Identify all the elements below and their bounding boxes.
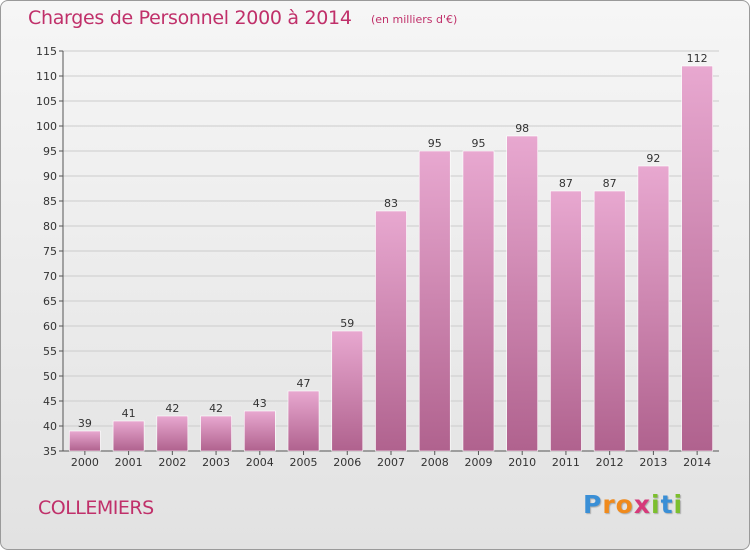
y-tick-label: 105 bbox=[36, 95, 57, 108]
bar bbox=[156, 415, 189, 452]
chart-title: Charges de Personnel 2000 à 2014 bbox=[28, 7, 352, 29]
y-tick-label: 85 bbox=[43, 195, 57, 208]
y-tick-label: 45 bbox=[43, 395, 57, 408]
y-tick-label: 100 bbox=[36, 120, 57, 133]
bars bbox=[69, 65, 713, 452]
x-tick-label: 2002 bbox=[158, 456, 186, 469]
x-tick-label: 2014 bbox=[683, 456, 711, 469]
x-tick-label: 2010 bbox=[508, 456, 536, 469]
logo-letter: t bbox=[660, 490, 674, 519]
y-tick-label: 110 bbox=[36, 70, 57, 83]
chart-subtitle: (en milliers d'€) bbox=[371, 13, 458, 26]
data-label: 87 bbox=[559, 177, 573, 190]
bar bbox=[506, 135, 539, 452]
x-tick-label: 2006 bbox=[333, 456, 361, 469]
bar bbox=[69, 430, 101, 452]
data-label: 95 bbox=[428, 137, 442, 150]
data-label: 112 bbox=[687, 52, 708, 65]
bar bbox=[200, 415, 232, 452]
bar bbox=[462, 150, 495, 452]
data-label: 87 bbox=[603, 177, 617, 190]
y-tick-label: 55 bbox=[43, 345, 57, 358]
x-tick-label: 2013 bbox=[639, 456, 667, 469]
data-label: 47 bbox=[297, 377, 311, 390]
x-tick-label: 2012 bbox=[596, 456, 624, 469]
logo-letter: i bbox=[673, 490, 684, 519]
y-tick-label: 80 bbox=[43, 220, 57, 233]
data-label: 95 bbox=[471, 137, 485, 150]
data-label: 83 bbox=[384, 197, 398, 210]
x-tick-label: 2008 bbox=[421, 456, 449, 469]
logo-letter: r bbox=[602, 490, 616, 519]
x-tick-label: 2007 bbox=[377, 456, 405, 469]
data-label: 39 bbox=[78, 417, 92, 430]
x-tick-label: 2011 bbox=[552, 456, 580, 469]
bar bbox=[375, 210, 407, 452]
logo-letter: o bbox=[615, 490, 634, 519]
bar bbox=[418, 150, 451, 452]
data-label: 98 bbox=[515, 122, 529, 135]
y-tick-label: 90 bbox=[43, 170, 57, 183]
logo-letter: P bbox=[583, 490, 603, 519]
y-tick-label: 50 bbox=[43, 370, 57, 383]
y-tick-label: 75 bbox=[43, 245, 57, 258]
bar bbox=[593, 190, 626, 452]
data-label: 59 bbox=[340, 317, 354, 330]
x-axis-ticks: 2000 2001 2002 2003 2004 2005 2006 2007 2008 2009… bbox=[71, 451, 711, 469]
x-tick-label: 2000 bbox=[71, 456, 99, 469]
y-tick-label: 40 bbox=[43, 420, 57, 433]
x-tick-label: 2001 bbox=[115, 456, 143, 469]
data-labels: 39 41 42 42 43 47 59 83 95 95 98 87 87 92 112 bbox=[78, 52, 708, 430]
y-tick-label: 60 bbox=[43, 320, 57, 333]
data-label: 42 bbox=[165, 402, 179, 415]
y-axis-ticks: 35 40 45 50 55 60 65 70 75 80 85 90 95 100 105 110 115 bbox=[36, 45, 63, 458]
bar bbox=[331, 330, 364, 452]
y-tick-label: 35 bbox=[43, 445, 57, 458]
proxiti-logo: Proxiti bbox=[583, 490, 683, 519]
y-tick-label: 65 bbox=[43, 295, 57, 308]
logo-letter: x bbox=[633, 490, 651, 519]
bar bbox=[681, 65, 713, 452]
bar bbox=[637, 165, 670, 452]
bar bbox=[112, 420, 145, 452]
y-tick-label: 115 bbox=[36, 45, 57, 58]
logo-letter: i bbox=[651, 490, 661, 519]
x-tick-label: 2003 bbox=[202, 456, 230, 469]
y-tick-label: 95 bbox=[43, 145, 57, 158]
data-label: 92 bbox=[646, 152, 660, 165]
x-tick-label: 2004 bbox=[246, 456, 274, 469]
town-name: COLLEMIERS bbox=[38, 497, 154, 519]
data-label: 42 bbox=[209, 402, 223, 415]
x-tick-label: 2009 bbox=[464, 456, 492, 469]
y-tick-label: 70 bbox=[43, 270, 57, 283]
bar bbox=[244, 410, 276, 452]
x-tick-label: 2005 bbox=[290, 456, 318, 469]
data-label: 43 bbox=[253, 397, 267, 410]
bar bbox=[287, 390, 320, 452]
bar bbox=[550, 190, 582, 452]
data-label: 41 bbox=[122, 407, 136, 420]
